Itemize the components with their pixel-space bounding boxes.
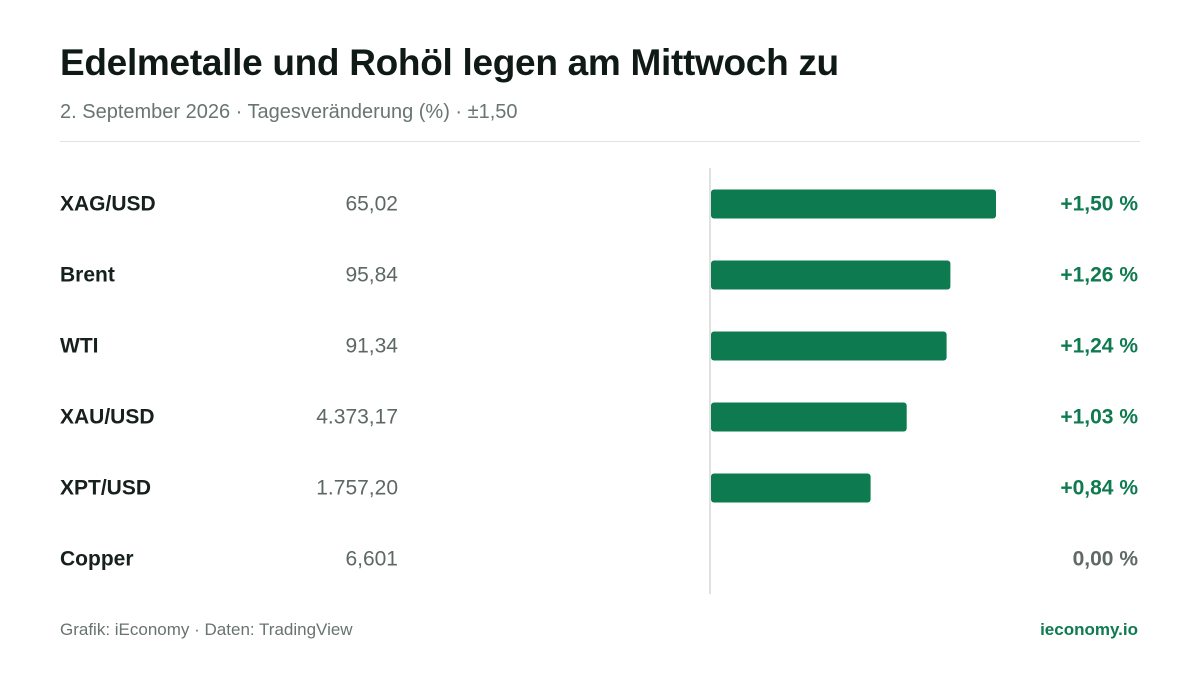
category-label: XAU/USD [60,406,155,429]
header-divider [60,141,1140,142]
price-label: 95,84 [345,264,398,287]
category-label: Copper [60,548,134,571]
source-credit: Grafik: iEconomy · Daten: TradingView [60,620,353,639]
bar [711,260,951,290]
price-label: 4.373,17 [316,406,398,429]
bar [711,402,907,432]
chart-subtitle: 2. September 2026 · Tagesveränderung (%)… [60,101,518,123]
brand-link[interactable]: ieconomy.io [1040,620,1138,639]
value-label: 0,00 % [1073,548,1139,571]
category-label: Brent [60,264,115,287]
category-label: XAG/USD [60,193,156,216]
value-label: +1,03 % [1060,406,1138,429]
value-label: +1,26 % [1060,264,1138,287]
value-label: +1,50 % [1060,193,1138,216]
price-label: 1.757,20 [316,477,398,500]
category-label: XPT/USD [60,477,151,500]
category-label: WTI [60,335,98,358]
price-label: 65,02 [345,193,398,216]
value-label: +0,84 % [1060,477,1138,500]
price-label: 6,601 [345,548,398,571]
chart-title: Edelmetalle und Rohöl legen am Mittwoch … [60,42,839,83]
bar [711,331,947,361]
bar [711,473,871,503]
price-label: 91,34 [345,335,398,358]
value-label: +1,24 % [1060,335,1138,358]
bar [711,189,996,219]
